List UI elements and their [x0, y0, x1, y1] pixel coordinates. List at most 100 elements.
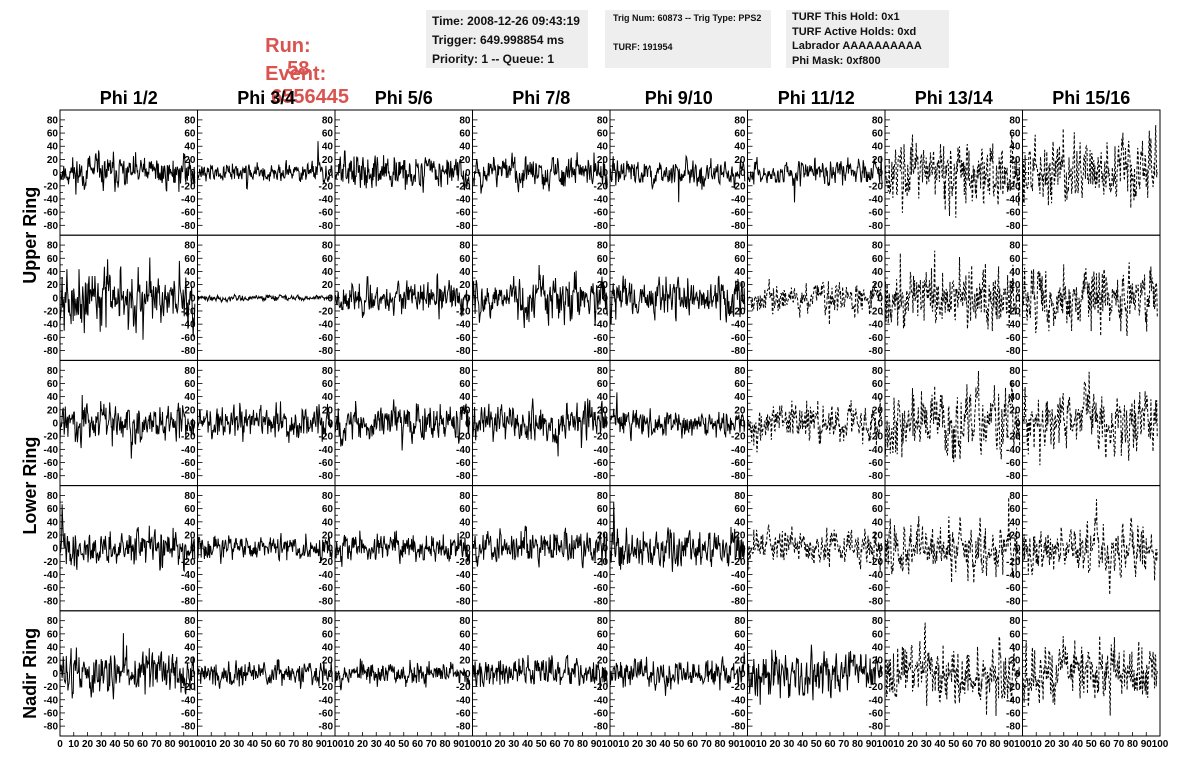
y-tick-label: -40	[456, 194, 471, 205]
priority-line: Priority: 1 -- Queue: 1	[432, 52, 555, 66]
y-tick-label: -80	[1006, 722, 1021, 733]
y-tick-label: -60	[456, 208, 471, 219]
y-tick-label: -80	[731, 471, 746, 482]
y-tick-label: 40	[184, 392, 196, 403]
y-tick-label: 80	[872, 241, 884, 252]
y-tick-label: 20	[322, 531, 334, 542]
x-tick-label: 90	[178, 739, 190, 750]
y-tick-label: 60	[597, 379, 609, 390]
y-tick-label: 60	[1009, 254, 1021, 265]
y-tick-label: -80	[731, 722, 746, 733]
y-tick-label: -20	[731, 432, 746, 443]
y-tick-label: -40	[731, 320, 746, 331]
y-tick-label: 80	[734, 616, 746, 627]
y-tick-label: 0	[740, 544, 746, 555]
y-tick-label: 20	[47, 656, 59, 667]
waveform-trace	[747, 524, 883, 571]
y-tick-label: -80	[869, 221, 884, 232]
run-label: Run: 58	[254, 12, 311, 81]
x-tick-label: 20	[219, 739, 231, 750]
y-tick-label: 60	[1009, 629, 1021, 640]
waveform-trace	[59, 394, 196, 459]
y-tick-label: 0	[1015, 419, 1021, 430]
y-tick-label: -20	[44, 306, 59, 317]
y-tick-label: 60	[1009, 379, 1021, 390]
y-tick-label: 20	[47, 280, 59, 291]
y-tick-label: 80	[322, 616, 334, 627]
waveform-trace	[197, 401, 333, 443]
y-tick-label: 0	[877, 419, 883, 430]
panel-frame	[884, 359, 1023, 487]
y-tick-label: 80	[1009, 491, 1021, 502]
y-tick-label: -80	[594, 471, 609, 482]
y-tick-label: 40	[47, 142, 59, 153]
y-tick-label: -60	[319, 208, 334, 219]
x-tick-label: 40	[797, 739, 809, 750]
y-tick-label: 40	[734, 392, 746, 403]
y-tick-label: 0	[465, 168, 471, 179]
y-tick-label: -20	[44, 557, 59, 568]
y-tick-label: 20	[734, 280, 746, 291]
y-tick-label: -20	[731, 682, 746, 693]
y-tick-label: 0	[465, 293, 471, 304]
y-tick-label: 40	[322, 142, 334, 153]
x-tick-label: 80	[852, 739, 864, 750]
ring-label: Nadir Ring	[20, 628, 40, 719]
y-tick-label: 20	[47, 405, 59, 416]
y-tick-label: 0	[190, 419, 196, 430]
x-tick-label: 90	[316, 739, 328, 750]
y-tick-label: 0	[1015, 168, 1021, 179]
y-tick-label: -60	[594, 333, 609, 344]
y-tick-label: 40	[872, 267, 884, 278]
y-tick-label: -60	[1006, 583, 1021, 594]
y-tick-label: 20	[734, 405, 746, 416]
y-tick-label: 20	[1009, 531, 1021, 542]
x-tick-label: 80	[714, 739, 726, 750]
y-tick-label: -20	[594, 306, 609, 317]
waveform-trace	[59, 504, 196, 573]
x-tick-label: 70	[976, 739, 988, 750]
x-tick-label: 70	[426, 739, 438, 750]
y-tick-label: -60	[181, 208, 196, 219]
y-tick-label: -60	[181, 708, 196, 719]
y-tick-label: 0	[740, 419, 746, 430]
column-label: Phi 3/4	[237, 88, 295, 108]
y-tick-label: -20	[1006, 306, 1021, 317]
y-tick-label: 60	[322, 379, 334, 390]
y-tick-label: -80	[869, 596, 884, 607]
y-tick-label: 40	[1009, 517, 1021, 528]
x-tick-label: 30	[371, 739, 383, 750]
y-tick-label: 20	[1009, 280, 1021, 291]
x-tick-label: 100	[1014, 739, 1031, 750]
y-tick-label: -20	[319, 306, 334, 317]
y-tick-label: -60	[869, 208, 884, 219]
y-tick-label: -80	[44, 596, 59, 607]
y-tick-label: -80	[44, 221, 59, 232]
y-tick-label: 60	[184, 504, 196, 515]
y-tick-label: -60	[44, 208, 59, 219]
x-tick-label: 80	[302, 739, 314, 750]
y-tick-label: 80	[184, 616, 196, 627]
y-tick-label: 40	[459, 142, 471, 153]
y-tick-label: -80	[44, 471, 59, 482]
x-tick-label: 70	[151, 739, 163, 750]
y-tick-label: 20	[734, 656, 746, 667]
y-tick-label: -40	[44, 445, 59, 456]
y-tick-label: 0	[190, 544, 196, 555]
y-tick-label: 0	[465, 419, 471, 430]
y-tick-label: 40	[322, 267, 334, 278]
y-tick-label: 60	[872, 379, 884, 390]
x-tick-label: 90	[1003, 739, 1015, 750]
x-tick-label: 80	[577, 739, 589, 750]
y-tick-label: 0	[465, 669, 471, 680]
y-tick-label: 60	[734, 254, 746, 265]
y-tick-label: 40	[597, 517, 609, 528]
x-tick-label: 30	[646, 739, 658, 750]
waveform-trace	[334, 150, 471, 193]
y-tick-label: -60	[44, 458, 59, 469]
y-tick-label: 20	[322, 155, 334, 166]
y-tick-label: -40	[44, 695, 59, 706]
waveform-trace	[609, 392, 746, 442]
y-tick-label: 20	[872, 155, 884, 166]
y-tick-label: 60	[47, 254, 59, 265]
